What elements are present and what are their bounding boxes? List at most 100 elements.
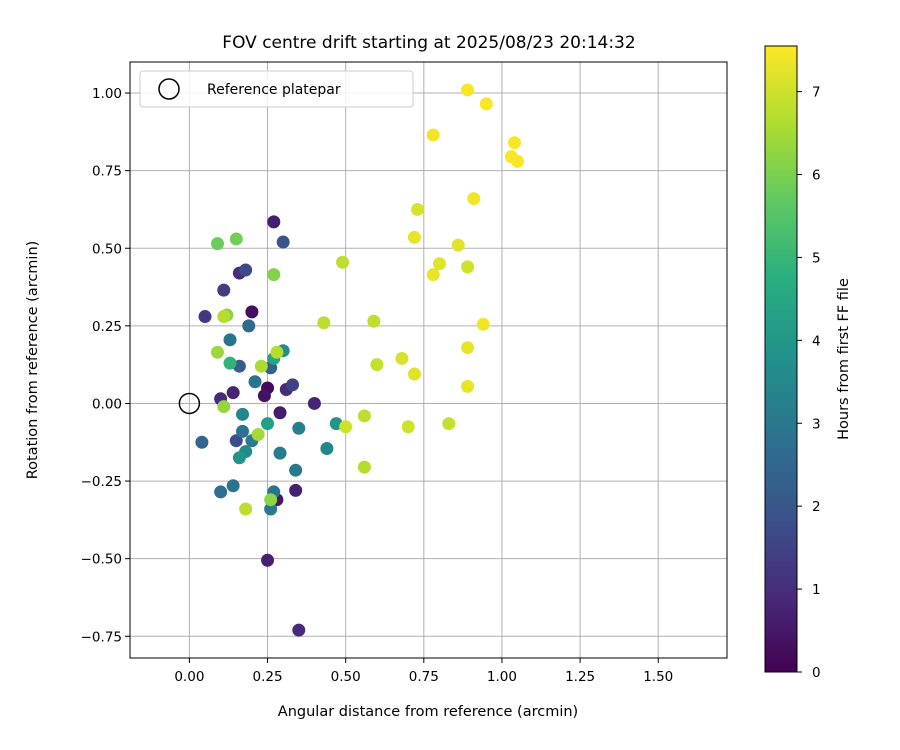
scatter-point [261, 417, 275, 431]
y-tick-label: 1.00 [92, 86, 122, 102]
colorbar-gradient [764, 45, 798, 673]
scatter-point [292, 623, 306, 637]
scatter-point [307, 396, 321, 410]
scatter-point [264, 493, 278, 507]
y-tick-label: 0.25 [92, 319, 122, 335]
scatter-point [461, 83, 475, 97]
scatter-point [214, 485, 228, 499]
scatter-point [461, 260, 475, 274]
y-tick-label: −0.75 [81, 629, 122, 645]
scatter-point [336, 255, 350, 269]
scatter-point [407, 230, 421, 244]
scatter-point [461, 341, 475, 355]
scatter-point [273, 446, 287, 460]
y-tick-label: 0.50 [92, 241, 122, 257]
scatter-point [479, 97, 493, 111]
scatter-point [276, 235, 290, 249]
scatter-point [461, 379, 475, 393]
scatter-point [467, 192, 481, 206]
scatter-point [242, 319, 256, 333]
scatter-point [232, 451, 246, 465]
scatter-point [407, 367, 421, 381]
scatter-point [236, 424, 250, 438]
scatter-point [395, 351, 409, 365]
colorbar-tick-label: 5 [812, 250, 821, 266]
scatter-point [264, 502, 278, 516]
y-tick-label: −0.50 [81, 552, 122, 568]
x-tick-label: 0.50 [331, 669, 361, 685]
colorbar-tick-label: 7 [812, 85, 821, 101]
scatter-point [317, 316, 331, 330]
scatter-point [339, 420, 353, 434]
y-axis-ticks: −0.75 −0.50 −0.25 0.00 0.25 0.50 0.75 1.00 [81, 86, 130, 645]
legend-box [139, 70, 414, 108]
scatter-point [229, 434, 243, 448]
legend-entry-label: Reference platepar [207, 82, 341, 98]
x-tick-label: 1.50 [643, 669, 673, 685]
scatter-point [217, 400, 231, 414]
scatter-point [245, 305, 259, 319]
scatter-point [239, 502, 253, 516]
scatter-point [267, 215, 281, 229]
scatter-point [451, 238, 465, 252]
scatter-point [267, 268, 281, 282]
scatter-point [217, 283, 231, 297]
scatter-point [239, 263, 253, 277]
x-tick-label: 0.00 [174, 669, 204, 685]
scatter-point [357, 409, 371, 423]
scatter-point [367, 314, 381, 328]
scatter-point [257, 389, 271, 403]
x-tick-label: 0.25 [252, 669, 282, 685]
x-tick-label: 1.25 [565, 669, 595, 685]
x-axis-ticks: 0.00 0.25 0.50 0.75 1.00 1.25 1.50 [174, 658, 673, 685]
scatter-point [286, 378, 300, 392]
scatter-point [217, 310, 231, 324]
plot-frame [129, 61, 728, 659]
y-axis-label: Rotation from reference (arcmin) [25, 241, 41, 480]
scatter-point [370, 358, 384, 372]
scatter-point [432, 257, 446, 271]
x-tick-label: 1.00 [487, 669, 517, 685]
colorbar: 0 1 2 3 4 5 6 7 Hours from first FF file [764, 45, 852, 681]
scatter-point [195, 435, 209, 449]
scatter-point [507, 136, 521, 150]
colorbar-tick-label: 3 [812, 416, 821, 432]
legend-open-circle-icon [158, 78, 180, 100]
scatter-point [248, 375, 262, 389]
y-tick-label: 0.00 [92, 396, 122, 412]
scatter-point [426, 268, 440, 282]
scatter-point [320, 441, 334, 455]
colorbar-tick-label: 4 [812, 333, 821, 349]
scatter-point [226, 479, 240, 493]
y-tick-label: −0.25 [81, 474, 122, 490]
scatter-point [292, 421, 306, 435]
x-tick-label: 0.75 [409, 669, 439, 685]
scatter-points [195, 83, 525, 637]
colorbar-tick-label: 6 [812, 168, 821, 184]
scatter-point [289, 483, 303, 497]
scatter-point [273, 406, 287, 420]
reference-platepar-marker [178, 392, 201, 415]
scatter-point [254, 359, 268, 373]
colorbar-ticks: 0 1 2 3 4 5 6 7 [797, 85, 821, 681]
scatter-point [270, 345, 284, 359]
scatter-point [236, 407, 250, 421]
scatter-point [426, 128, 440, 142]
chart-title: FOV centre drift starting at 2025/08/23 … [222, 33, 635, 53]
legend: Reference platepar [139, 70, 414, 108]
scatter-point [401, 420, 415, 434]
scatter-point [251, 428, 265, 441]
scatter-point [411, 202, 425, 216]
colorbar-tick-label: 0 [812, 665, 821, 681]
y-tick-label: 0.75 [92, 164, 122, 180]
scatter-point [223, 333, 237, 347]
colorbar-tick-label: 1 [812, 582, 821, 598]
scatter-point [357, 460, 371, 474]
scatter-point [211, 345, 225, 359]
colorbar-label: Hours from first FF file [836, 278, 852, 440]
scatter-point [511, 154, 525, 168]
scatter-point [223, 356, 237, 370]
x-axis-label: Angular distance from reference (arcmin) [278, 704, 578, 720]
scatter-point [442, 417, 456, 431]
